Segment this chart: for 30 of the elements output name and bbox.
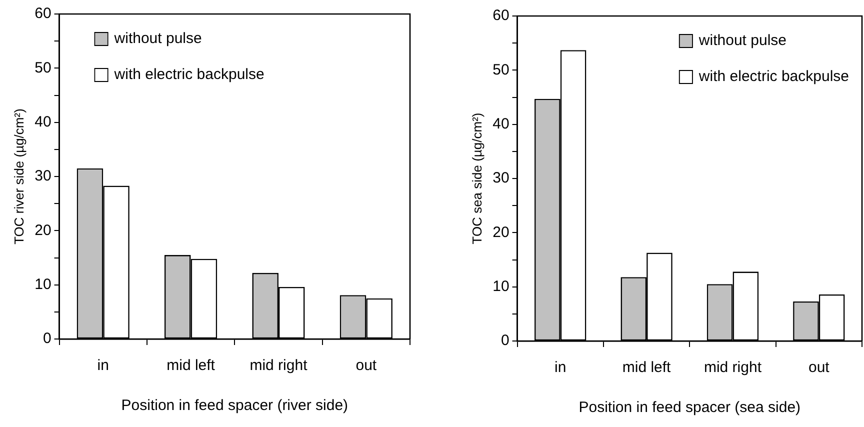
legend-label: with electric backpulse	[698, 68, 850, 86]
y-tick-label: 50	[492, 61, 510, 78]
y-tick-label: 20	[492, 224, 510, 241]
legend-label: without pulse	[698, 32, 786, 50]
y-axis-title: TOC river side (µg/cm²)	[11, 108, 26, 244]
x-tick-label: in	[554, 359, 566, 376]
legend-label: with electric backpulse	[113, 66, 264, 84]
y-tick-label: 10	[492, 278, 510, 295]
y-axis-title: TOC sea side (µg/cm²)	[469, 112, 484, 244]
legend-label: without pulse	[113, 30, 202, 48]
y-tick-label: 20	[34, 222, 52, 239]
y-tick-label: 60	[492, 7, 510, 24]
y-tick-label: 40	[34, 113, 52, 130]
x-tick-label: mid left	[622, 359, 672, 376]
x-tick-label: mid left	[166, 357, 216, 374]
x-axis-title: Position in feed spacer (river side)	[121, 397, 348, 414]
y-tick-label: 30	[492, 170, 510, 187]
y-tick-label: 0	[42, 330, 52, 348]
y-tick-label: 40	[492, 115, 510, 132]
y-tick-label: 0	[500, 332, 510, 350]
x-axis-title: Position in feed spacer (sea side)	[578, 399, 801, 416]
x-tick-label: out	[808, 359, 830, 376]
y-tick-label: 30	[34, 168, 52, 185]
x-tick-label: mid right	[250, 357, 308, 374]
x-tick-label: in	[97, 357, 109, 374]
y-tick-label: 50	[34, 59, 52, 76]
y-tick-label: 60	[34, 5, 52, 22]
x-tick-label: out	[356, 357, 378, 374]
x-tick-label: mid right	[704, 359, 762, 376]
y-tick-label: 10	[34, 276, 52, 293]
